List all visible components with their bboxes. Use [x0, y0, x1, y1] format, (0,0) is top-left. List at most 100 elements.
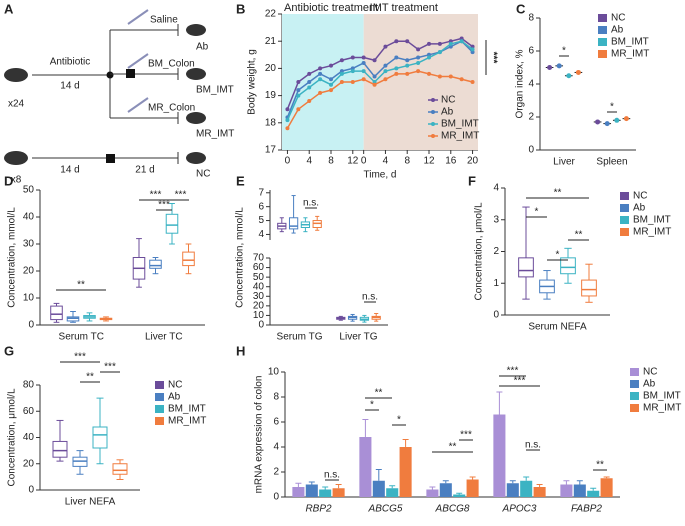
x-tick-label: 8 [328, 156, 334, 167]
legend-label: NC [441, 95, 455, 106]
bar [426, 489, 439, 497]
y-tick-label: 10 [268, 367, 280, 378]
significance-label: * [610, 102, 614, 113]
y-tick-label: 2 [273, 467, 279, 478]
bar [386, 488, 399, 497]
mouse-icon [186, 68, 206, 80]
x-axis-label: Time, d [364, 170, 397, 181]
y-tick-label: 60 [23, 406, 35, 417]
bar [439, 483, 452, 497]
x-tick-label: FABP2 [571, 504, 602, 515]
dot [547, 65, 553, 70]
legend-marker [431, 122, 435, 126]
significance-label: ** [575, 230, 583, 241]
point [372, 74, 377, 79]
y-axis-label: mRNA expression of colon [254, 376, 265, 494]
panel-letter: G [4, 343, 14, 358]
dot [575, 69, 581, 75]
panel-a: A x24 Antibiotic 14 d Saline BM_Colon MR… [4, 1, 234, 186]
panel-letter: C [516, 1, 526, 16]
x-tick-label: 12 [347, 156, 359, 167]
legend-marker [630, 392, 639, 400]
bar [587, 490, 600, 497]
y-axis-label: Concentration, μmol/L [474, 202, 485, 300]
point [307, 99, 312, 104]
y-tick-label: 1 [493, 278, 499, 289]
bar [600, 478, 613, 497]
bar [292, 487, 305, 497]
significance-label: * [535, 207, 539, 218]
bar [466, 479, 479, 497]
x-tick-label: ABCG5 [368, 504, 403, 515]
point [459, 77, 464, 82]
legend-marker [630, 380, 639, 388]
bar [560, 484, 573, 497]
box [560, 257, 576, 275]
point [361, 55, 366, 60]
y-tick-label: 20 [23, 458, 35, 469]
significance-label: *** [514, 376, 526, 387]
node [126, 69, 135, 78]
significance-label: n.s. [362, 292, 378, 303]
y-tick-label: 40 [23, 212, 35, 223]
point [307, 71, 312, 76]
point [296, 88, 301, 93]
y-tick-label: 4 [273, 442, 279, 453]
dot [604, 121, 610, 127]
legend-marker [598, 14, 607, 22]
point [383, 77, 388, 82]
mouse-icon [4, 151, 28, 165]
bar [453, 494, 466, 497]
x-tick-label: 8 [404, 156, 410, 167]
point [459, 39, 464, 44]
x-tick-label: Liver TC [145, 332, 183, 343]
point [394, 71, 399, 76]
y-tick-label: 17 [265, 145, 277, 156]
y-tick-label: 50 [253, 272, 265, 283]
duration: 21 d [135, 165, 154, 176]
y-tick-label: 4 [493, 183, 499, 194]
bar [399, 447, 412, 497]
x-tick-label: 0 [361, 156, 367, 167]
x-tick-label: 0 [285, 156, 291, 167]
point [405, 58, 410, 63]
box [92, 426, 108, 449]
point [437, 50, 442, 55]
point [394, 66, 399, 71]
legend-label: MR_IMT [643, 403, 681, 414]
y-tick-label: 3 [493, 214, 499, 225]
x-tick-label: Serum TC [59, 332, 104, 343]
panel-letter: H [236, 343, 245, 358]
point [448, 74, 453, 79]
significance-label: n.s. [303, 198, 319, 209]
point [361, 77, 366, 82]
y-tick-label: 20 [23, 266, 35, 277]
point [339, 71, 344, 76]
bar [520, 480, 533, 497]
x-tick-label: 4 [306, 156, 312, 167]
bar [305, 484, 318, 497]
legend-marker [155, 417, 164, 425]
legend-label: BM_IMT [643, 391, 681, 402]
legend-label: NC [168, 380, 182, 391]
y-tick-label: 6 [273, 417, 279, 428]
y-tick-label: 4 [258, 229, 264, 240]
treatment-label: Antibiotic [50, 57, 91, 68]
point [405, 63, 410, 68]
point [296, 107, 301, 112]
bar [506, 483, 519, 497]
significance-label: *** [150, 190, 162, 201]
legend-marker [620, 204, 629, 212]
legend-label: MR_IMT [441, 131, 479, 142]
significance-label: * [562, 46, 566, 57]
significance-label: *** [507, 366, 519, 377]
y-tick-label: 7 [258, 187, 264, 198]
point [296, 80, 301, 84]
panel-letter: B [236, 1, 245, 16]
line-series [286, 40, 474, 121]
significance-label: n.s. [525, 440, 541, 451]
legend-marker [431, 98, 435, 102]
mouse-icon [186, 112, 206, 124]
point [405, 71, 410, 76]
point [285, 126, 290, 131]
